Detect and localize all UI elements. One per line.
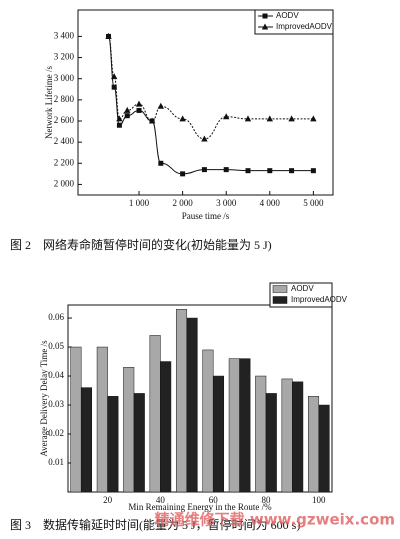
point xyxy=(267,168,273,174)
point xyxy=(223,113,230,120)
bar xyxy=(123,367,135,493)
x-tick-label: 80 xyxy=(262,495,272,505)
bar xyxy=(186,317,198,493)
point xyxy=(288,115,295,122)
bar xyxy=(107,396,119,493)
y-tick-label: 2 600 xyxy=(54,115,75,125)
point xyxy=(157,102,165,109)
point xyxy=(116,122,122,128)
point xyxy=(111,84,117,90)
x-axis-label: Min Remaining Energy in the Route /% xyxy=(128,502,272,512)
x-tick-label: 2 000 xyxy=(172,198,193,208)
x-tick-label: 20 xyxy=(103,495,113,505)
x-tick-label: 40 xyxy=(156,495,166,505)
point xyxy=(179,115,186,122)
y-axis-label: Average Delivery Delay Time /s xyxy=(39,340,49,457)
bar xyxy=(265,393,277,493)
watermark: 精通维修下载 www.gzweix.com xyxy=(155,511,395,529)
point xyxy=(136,107,142,113)
legend-label: AODV xyxy=(276,11,299,20)
x-axis-label: Pause time /s xyxy=(182,211,230,221)
x-tick-label: 60 xyxy=(209,495,219,505)
caption: 图 2 网络寿命随暂停时间的变化(初始能量为 5 J) xyxy=(10,237,272,252)
point xyxy=(110,73,118,80)
legend-label: ImprovedAODV xyxy=(291,295,348,304)
bar xyxy=(255,375,267,493)
plot-frame xyxy=(67,304,333,493)
bar xyxy=(70,346,82,493)
y-tick-label: 2 400 xyxy=(54,136,75,146)
x-tick-label: 100 xyxy=(312,495,326,505)
legend-label: AODV xyxy=(291,284,314,293)
point xyxy=(289,168,295,174)
point xyxy=(310,115,317,122)
legend-marker xyxy=(261,23,269,30)
point xyxy=(116,115,123,122)
bar xyxy=(292,381,304,493)
bar xyxy=(281,378,293,493)
point xyxy=(244,115,252,122)
y-tick-label: 2 800 xyxy=(54,94,75,104)
point xyxy=(158,160,164,166)
bar xyxy=(239,358,251,493)
bar xyxy=(307,396,320,493)
y-tick-label: 2 200 xyxy=(54,157,75,167)
y-axis-label: Network Lifetime /s xyxy=(44,66,54,139)
x-tick-label: 5 000 xyxy=(303,198,324,208)
bar xyxy=(202,349,214,493)
legend-label: ImprovedAODV xyxy=(276,22,333,31)
y-tick-label: 0.02 xyxy=(48,428,64,438)
y-tick-label: 0.05 xyxy=(48,341,64,351)
y-tick-label: 0.04 xyxy=(48,370,64,380)
y-tick-label: 2 000 xyxy=(54,178,75,188)
y-tick-label: 0.03 xyxy=(48,399,64,409)
point xyxy=(245,168,251,174)
legend-box xyxy=(254,9,334,35)
x-tick-label: 4 000 xyxy=(260,198,281,208)
x-tick-label: 1 000 xyxy=(129,198,150,208)
y-tick-label: 0.01 xyxy=(48,457,64,467)
point xyxy=(180,171,186,177)
legend-swatch xyxy=(272,296,288,304)
series-line xyxy=(108,35,314,140)
point xyxy=(124,106,131,113)
y-tick-label: 0.06 xyxy=(48,312,64,322)
bar xyxy=(212,375,225,493)
point xyxy=(310,168,316,174)
y-tick-label: 3 000 xyxy=(54,73,75,83)
point xyxy=(201,135,208,142)
y-tick-label: 3 400 xyxy=(54,30,75,40)
point xyxy=(223,167,229,173)
bar xyxy=(228,358,240,493)
point xyxy=(105,32,112,39)
point xyxy=(148,117,156,124)
point xyxy=(124,113,130,119)
legend-marker xyxy=(262,13,268,19)
bar xyxy=(133,393,145,493)
plot-frame xyxy=(77,9,334,196)
bar xyxy=(80,387,93,493)
x-tick-label: 3 000 xyxy=(216,198,237,208)
y-tick-label: 3 200 xyxy=(54,52,75,62)
point xyxy=(201,167,207,173)
legend-swatch xyxy=(272,285,288,293)
point xyxy=(266,115,273,122)
point xyxy=(135,100,143,107)
caption: 图 3 数据传输延时时间(能量为 5 J，暂停时间为 600 s) xyxy=(10,517,300,532)
bar xyxy=(175,309,188,493)
bar xyxy=(160,361,172,493)
bar xyxy=(96,346,108,493)
bar xyxy=(149,335,161,493)
bar xyxy=(318,404,330,493)
